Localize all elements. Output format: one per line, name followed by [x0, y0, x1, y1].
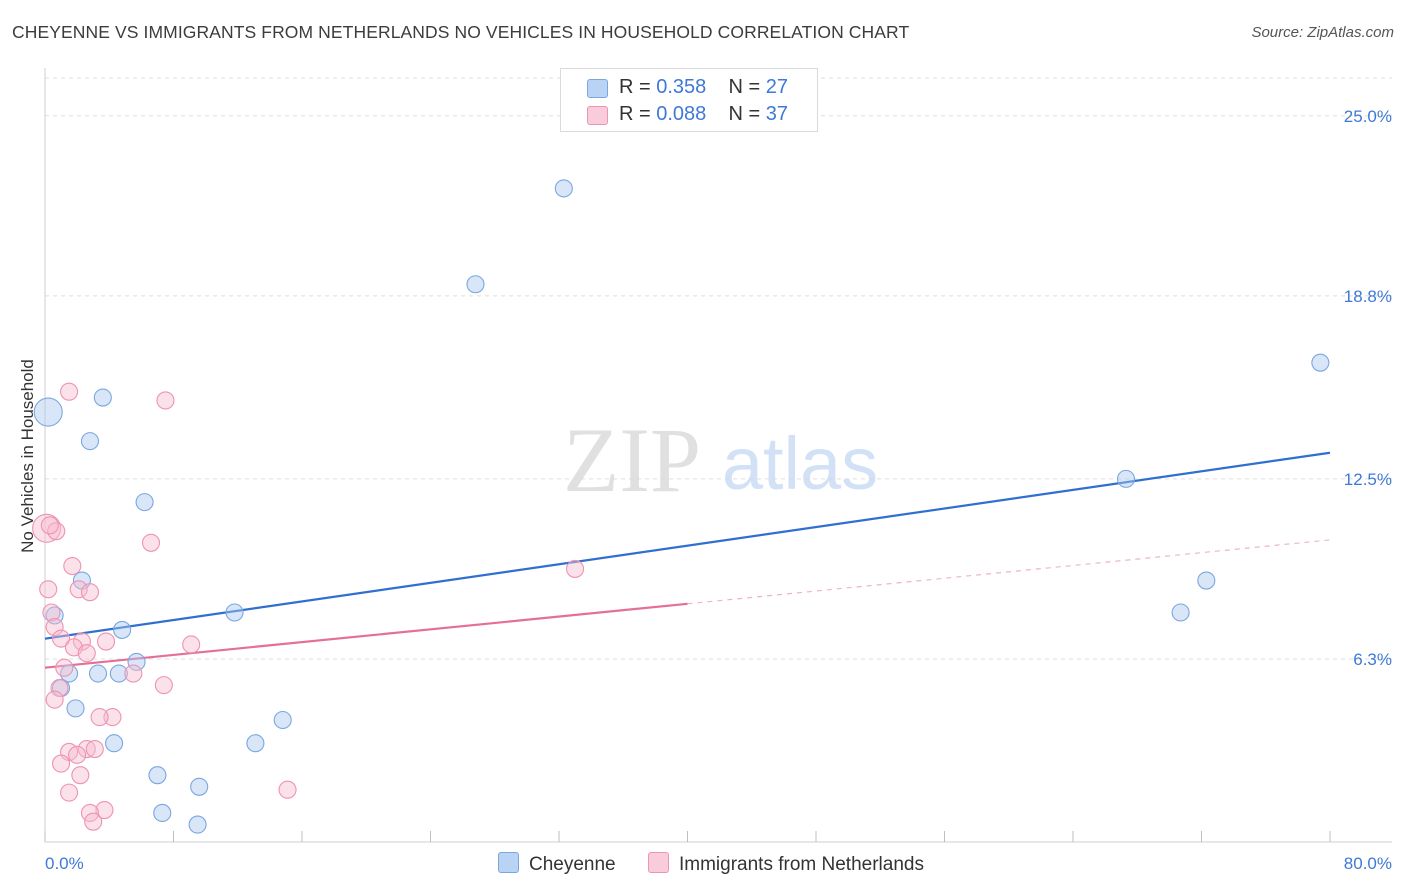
netherlands-point [182, 635, 201, 654]
legend-n-label: N = [728, 103, 761, 125]
watermark-atlas: atlas [722, 422, 878, 505]
y-tick-label: 18.8% [1344, 287, 1392, 306]
legend-r-value: 0.358 [656, 76, 707, 98]
cheyenne-point [80, 432, 100, 451]
netherlands-point [80, 583, 100, 602]
legend-r-value: 0.088 [656, 103, 707, 125]
netherlands-point [71, 766, 90, 785]
netherlands-point [278, 780, 297, 799]
y-axis-label: No Vehicles in Household [18, 359, 37, 553]
cheyenne-point [153, 803, 172, 823]
netherlands-point [45, 617, 64, 637]
netherlands-point [96, 632, 116, 651]
cheyenne-point [190, 777, 209, 796]
netherlands-point [52, 629, 71, 648]
cheyenne-point [66, 699, 85, 718]
cheyenne-point [88, 664, 108, 683]
netherlands-point [50, 678, 69, 698]
legend-n-value: 37 [765, 103, 789, 125]
legend-swatch-netherlands [587, 106, 608, 125]
legend-n-value: 27 [765, 76, 789, 98]
chart-title: CHEYENNE VS IMMIGRANTS FROM NETHERLANDS … [12, 22, 910, 42]
cheyenne-point [188, 815, 207, 834]
netherlands-point [40, 516, 59, 535]
bottom-legend-swatch-cheyenne [498, 852, 519, 873]
cheyenne-point [1197, 571, 1216, 590]
netherlands-point [60, 783, 79, 802]
netherlands-point [39, 580, 58, 599]
bottom-legend-netherlands: Immigrants from Netherlands [648, 852, 924, 876]
cheyenne-point [33, 397, 63, 427]
source-label: Source: ZipAtlas.com [1251, 24, 1394, 41]
netherlands-point [68, 745, 87, 764]
netherlands-point [85, 739, 104, 759]
x-tick-label-min: 0.0% [45, 854, 84, 873]
watermark-zip: ZIP [563, 409, 701, 511]
netherlands-point [63, 556, 82, 576]
cheyenne-point [105, 734, 124, 753]
cheyenne-point [127, 652, 146, 671]
netherlands-point [77, 644, 96, 663]
cheyenne-point [135, 493, 154, 512]
cheyenne-trend-line [44, 451, 1331, 640]
legend-swatch-cheyenne [587, 79, 608, 98]
netherlands-point [156, 391, 175, 410]
netherlands-point [60, 382, 79, 401]
cheyenne-point [1116, 469, 1136, 488]
cheyenne-point [60, 664, 79, 683]
cheyenne-point [109, 664, 128, 683]
cheyenne-point [113, 620, 132, 639]
netherlands-point [566, 559, 585, 578]
cheyenne-point [554, 179, 573, 198]
netherlands-point [103, 708, 122, 727]
correlation-legend: R = 0.358 N = 27 R = 0.088 N = 37 [560, 68, 818, 132]
x-tick-label-max: 80.0% [1344, 854, 1392, 873]
legend-n-label: N = [728, 76, 761, 98]
cheyenne-point [466, 275, 485, 294]
netherlands-point [124, 664, 143, 683]
bottom-legend-label-netherlands: Immigrants from Netherlands [679, 854, 924, 875]
netherlands-point [69, 580, 88, 599]
cheyenne-point [1171, 603, 1190, 622]
netherlands-point [55, 658, 74, 677]
bottom-legend-cheyenne: Cheyenne [498, 852, 616, 876]
legend-r-label: R = [619, 103, 651, 125]
cheyenne-point [1311, 353, 1330, 372]
y-tick-label: 6.3% [1353, 650, 1392, 669]
netherlands-point [95, 800, 114, 820]
netherlands-trend-line-extension [687, 539, 1331, 605]
bottom-legend-label-cheyenne: Cheyenne [529, 854, 616, 875]
bottom-legend-swatch-netherlands [648, 852, 669, 873]
netherlands-point [154, 676, 173, 695]
netherlands-trend-line [44, 602, 688, 669]
netherlands-point [141, 533, 161, 552]
cheyenne-point [93, 388, 112, 407]
netherlands-point [42, 603, 61, 622]
netherlands-point [45, 690, 64, 709]
cheyenne-point [225, 603, 244, 622]
cheyenne-point [246, 734, 265, 753]
cheyenne-point [148, 766, 167, 785]
netherlands-point [84, 812, 103, 831]
y-tick-label: 12.5% [1344, 470, 1392, 489]
y-tick-label: 25.0% [1344, 107, 1392, 126]
netherlands-point [52, 754, 71, 773]
netherlands-point [32, 513, 62, 543]
legend-r-label: R = [619, 76, 651, 98]
cheyenne-point [273, 710, 292, 730]
netherlands-point [90, 708, 109, 727]
